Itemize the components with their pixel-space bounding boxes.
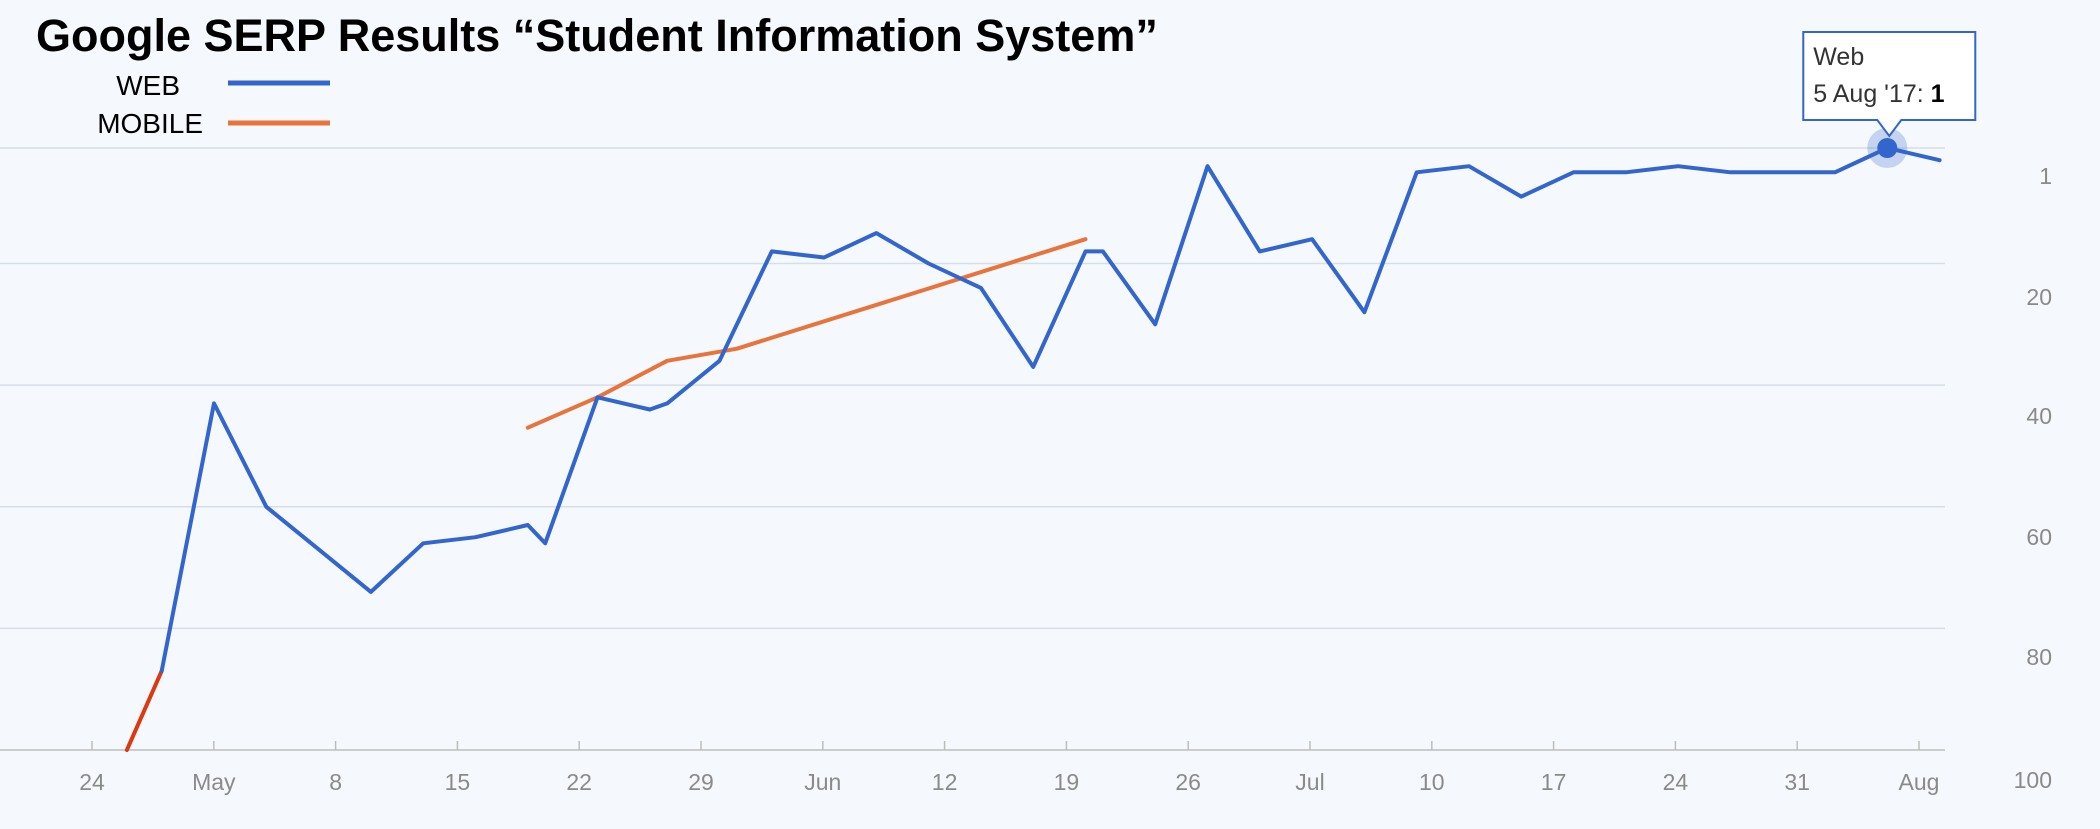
x-tick-label: Jun [804, 769, 841, 795]
mobile-series-line [525, 237, 1088, 430]
x-axis-ticks: 24 May 8 15 22 29 Jun 12 19 26 Jul 10 17 24 31 Aug [79, 741, 1939, 795]
x-tick-label: 12 [932, 769, 958, 795]
tooltip-date: 5 Aug '17: [1813, 80, 1923, 108]
legend-mobile-label: MOBILE [97, 108, 203, 139]
x-tick-label: 17 [1541, 769, 1567, 795]
tooltip-series-label: Web [1813, 43, 1864, 71]
x-tick-label: 19 [1054, 769, 1080, 795]
chart-title: Google SERP Results “Student Information… [36, 10, 1158, 61]
y-axis-ticks: 1 20 40 60 80 100 [2014, 163, 2052, 793]
x-tick-label: 10 [1419, 769, 1445, 795]
x-tick-label: 26 [1175, 769, 1201, 795]
tooltip-value: 1 [1931, 80, 1945, 108]
x-tick-label: Jul [1295, 769, 1324, 795]
y-tick-label: 40 [2026, 403, 2052, 429]
tooltip-box [1802, 31, 1977, 138]
legend-web-label: WEB [116, 70, 180, 101]
x-tick-label: 22 [566, 769, 592, 795]
series-lines [124, 146, 1942, 752]
y-tick-label: 80 [2026, 644, 2052, 670]
gridlines [0, 147, 1945, 751]
x-tick-label: 29 [688, 769, 714, 795]
x-tick-label: 24 [79, 769, 105, 795]
x-tick-label: May [192, 769, 236, 795]
x-tick-label: Aug [1899, 769, 1940, 795]
y-tick-label: 20 [2026, 284, 2052, 310]
x-tick-label: 24 [1663, 769, 1689, 795]
x-tick-label: 8 [329, 769, 342, 795]
y-tick-label: 1 [2039, 163, 2052, 189]
x-tick-label: 15 [445, 769, 471, 795]
legend: WEB MOBILE [97, 70, 330, 139]
web-series-line [159, 146, 1942, 673]
pre-ranking-segment [124, 668, 164, 752]
hover-point[interactable] [1877, 138, 1898, 158]
x-tick-label: 31 [1784, 769, 1810, 795]
tooltip-date-value: 5 Aug '17: 1 [1813, 80, 1944, 108]
y-tick-label: 60 [2026, 524, 2052, 550]
y-tick-label: 100 [2014, 767, 2052, 793]
tooltip: Web 5 Aug '17: 1 [1802, 31, 1977, 168]
